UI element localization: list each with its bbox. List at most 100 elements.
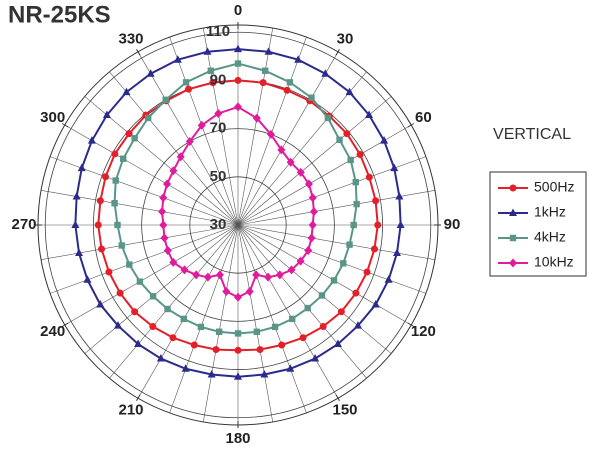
- marker: [304, 246, 313, 256]
- marker: [102, 110, 111, 119]
- marker: [214, 108, 223, 118]
- marker: [111, 200, 118, 207]
- spoke: [64, 224, 239, 326]
- marker: [259, 79, 267, 87]
- spoke: [237, 71, 367, 226]
- spoke: [237, 224, 392, 354]
- annotation: VERTICAL: [493, 126, 571, 143]
- marker: [234, 44, 242, 53]
- marker: [156, 354, 165, 362]
- marker: [353, 321, 362, 329]
- marker: [264, 47, 273, 55]
- marker: [71, 220, 80, 228]
- marker: [252, 270, 261, 280]
- marker: [146, 69, 155, 77]
- marker: [222, 286, 231, 296]
- marker: [356, 151, 364, 159]
- marker: [96, 197, 104, 205]
- marker: [260, 370, 269, 378]
- marker: [181, 364, 190, 372]
- marker: [278, 341, 286, 349]
- radial-label: 30: [210, 216, 227, 233]
- marker: [234, 102, 242, 112]
- marker: [252, 113, 261, 123]
- marker: [264, 272, 273, 282]
- spoke: [237, 224, 274, 423]
- marker: [277, 145, 286, 155]
- marker: [144, 114, 152, 122]
- angle-label: 90: [444, 216, 461, 233]
- marker: [307, 233, 316, 243]
- marker: [286, 364, 295, 372]
- marker: [234, 372, 242, 380]
- marker: [365, 110, 374, 119]
- marker: [395, 192, 404, 200]
- marker: [333, 339, 342, 348]
- marker: [234, 60, 242, 67]
- legend-marker: [509, 258, 517, 268]
- spoke: [202, 224, 239, 423]
- marker: [207, 370, 216, 378]
- marker: [352, 289, 360, 297]
- marker: [83, 275, 92, 283]
- spoke: [237, 51, 339, 226]
- marker: [120, 155, 127, 162]
- marker: [192, 270, 201, 280]
- marker: [180, 315, 187, 323]
- marker: [207, 67, 215, 74]
- angle-tick: [61, 322, 69, 327]
- marker: [215, 328, 223, 335]
- marker: [77, 163, 86, 172]
- marker: [98, 245, 106, 253]
- angle-label: 210: [118, 401, 143, 418]
- legend-label: 10kHz: [534, 254, 574, 270]
- marker: [286, 157, 295, 167]
- marker: [159, 220, 168, 230]
- marker: [182, 79, 190, 86]
- marker: [299, 334, 307, 342]
- angle-tick: [61, 123, 69, 128]
- marker: [253, 328, 261, 335]
- spoke: [40, 224, 239, 261]
- marker: [287, 265, 296, 275]
- marker: [185, 85, 193, 93]
- marker: [112, 177, 119, 184]
- legend-marker: [509, 184, 517, 192]
- spoke: [237, 189, 436, 226]
- spoke: [202, 27, 239, 226]
- legend-label: 1kHz: [534, 204, 566, 220]
- spoke: [169, 224, 239, 414]
- spoke: [137, 51, 239, 226]
- marker: [271, 323, 279, 331]
- marker: [289, 315, 296, 323]
- marker: [350, 221, 357, 229]
- marker: [347, 156, 354, 164]
- spoke: [237, 224, 427, 294]
- marker: [190, 341, 198, 349]
- marker: [105, 268, 113, 276]
- marker: [296, 167, 305, 177]
- grid-ring: [189, 176, 287, 274]
- marker: [136, 278, 144, 285]
- angle-tick: [407, 123, 415, 128]
- marker: [296, 256, 305, 266]
- grid-ring: [141, 128, 335, 322]
- marker: [131, 135, 138, 142]
- marker: [215, 270, 224, 280]
- marker: [321, 69, 330, 77]
- marker: [122, 87, 131, 96]
- marker: [346, 241, 353, 248]
- angle-label: 300: [40, 109, 65, 126]
- marker: [234, 330, 242, 337]
- marker: [345, 87, 354, 96]
- marker: [294, 55, 303, 63]
- marker: [324, 114, 332, 122]
- spoke: [237, 27, 274, 226]
- radial-label: 90: [210, 71, 227, 88]
- angle-label: 30: [337, 31, 354, 48]
- angle-label: 120: [411, 323, 436, 340]
- marker: [131, 308, 139, 316]
- spoke: [237, 36, 307, 226]
- marker: [116, 289, 124, 297]
